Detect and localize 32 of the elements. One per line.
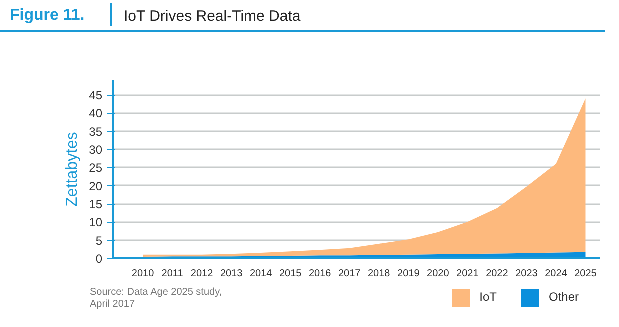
x-tick-label: 2010 — [132, 268, 155, 280]
x-tick-label: 2023 — [516, 268, 538, 280]
x-tick-label: 2019 — [398, 268, 420, 280]
x-tick-label: 2013 — [220, 268, 244, 280]
x-tick-label: 2011 — [162, 268, 184, 280]
x-tick-label: 2022 — [486, 268, 509, 280]
x-tick-label: 2018 — [368, 268, 391, 280]
source-note: Source: Data Age 2025 study, April 2017 — [90, 287, 222, 311]
y-axis-title: Zettabytes — [64, 132, 82, 207]
y-tick-label: 40 — [89, 106, 103, 121]
y-tick-label: 0 — [96, 252, 103, 266]
x-tick-label: 2014 — [250, 268, 273, 280]
x-tick-label: 2025 — [574, 268, 598, 280]
y-tick-label: 45 — [89, 88, 103, 103]
x-tick-label: 2020 — [427, 268, 450, 280]
x-tick-label: 2017 — [338, 268, 362, 280]
y-tick-label: 15 — [89, 198, 103, 212]
y-tick-label: 10 — [89, 216, 103, 230]
y-tick-label: 5 — [96, 234, 103, 248]
y-tick-label: 35 — [89, 124, 103, 139]
x-tick-label: 2016 — [308, 268, 332, 280]
y-tick-label: 25 — [89, 161, 103, 176]
x-tick-label: 2012 — [190, 268, 214, 280]
x-tick-label: 2024 — [545, 268, 568, 280]
chart-subtitle: IoT Drives Real-Time Data — [124, 7, 301, 27]
legend-label: Other — [548, 289, 579, 306]
y-tick-label: 30 — [89, 143, 103, 158]
y-tick-label: 20 — [89, 179, 103, 194]
x-tick-label: 2015 — [279, 268, 302, 280]
chart-title: Figure 11. — [10, 6, 85, 26]
x-tick-label: 2021 — [456, 268, 480, 280]
legend-label: IoT — [478, 289, 497, 306]
